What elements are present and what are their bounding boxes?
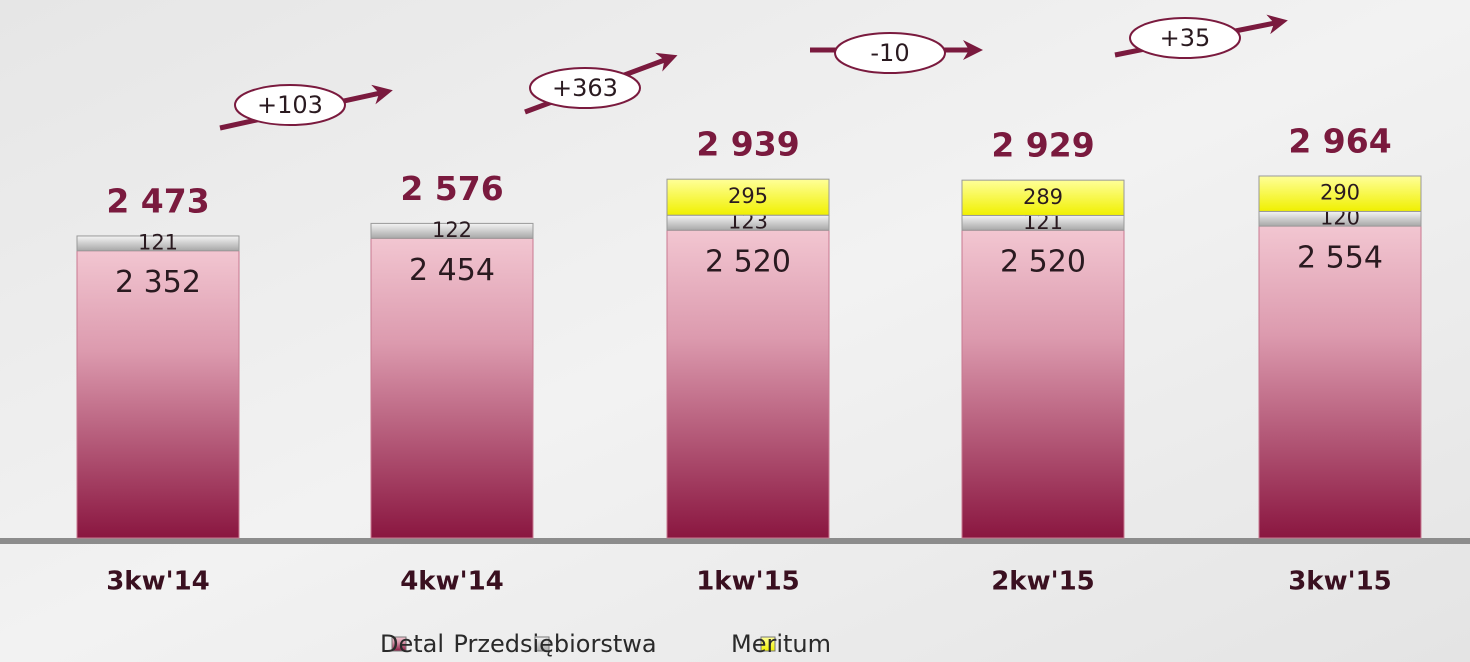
- legend-label: Przedsiębiorstwa: [453, 630, 656, 658]
- change-label: +363: [552, 74, 618, 102]
- value-label: 2 454: [409, 253, 495, 288]
- legend-swatch: [760, 636, 776, 652]
- value-label: 295: [728, 184, 768, 208]
- bar-segment: [961, 229, 1125, 539]
- bar-segment: [370, 237, 534, 539]
- total-label: 2 964: [1288, 122, 1391, 161]
- bar-segment: [1258, 225, 1422, 539]
- value-label: 2 520: [705, 245, 791, 280]
- total-label: 2 939: [696, 125, 799, 164]
- value-label: 2 520: [1000, 245, 1086, 280]
- legend-label: Meritum: [731, 630, 831, 658]
- total-label: 2 473: [106, 181, 209, 220]
- legend-label: Detal: [380, 630, 444, 658]
- change-bubble: [1129, 17, 1241, 59]
- bar-segment: [1258, 175, 1422, 212]
- total-label: 2 576: [400, 169, 503, 208]
- legend-swatch: [534, 636, 550, 652]
- change-bubble: [234, 84, 346, 126]
- value-label: 290: [1320, 181, 1360, 205]
- value-label: 2 554: [1297, 241, 1383, 276]
- bar-segment: [370, 222, 534, 239]
- value-label: 2 352: [115, 265, 201, 300]
- change-label: +35: [1160, 24, 1211, 52]
- x-tick-label: 3kw'15: [1288, 567, 1392, 597]
- change-label: +103: [257, 91, 323, 119]
- x-tick-label: 4kw'14: [400, 567, 504, 597]
- value-label: 122: [432, 218, 472, 242]
- change-bubble: [529, 67, 641, 109]
- baseline: [0, 538, 1470, 544]
- bar-segment: [666, 178, 830, 216]
- total-label: 2 929: [991, 126, 1094, 165]
- change-bubble: [834, 32, 946, 74]
- x-tick-label: 1kw'15: [696, 567, 800, 597]
- bar-segment: [76, 235, 240, 252]
- bar-segment: [961, 179, 1125, 216]
- x-tick-label: 2kw'15: [991, 567, 1095, 597]
- bar-segment: [666, 229, 830, 539]
- change-label: -10: [870, 39, 909, 67]
- value-label: 121: [138, 230, 178, 254]
- legend-swatch: [391, 636, 407, 652]
- value-label: 289: [1023, 185, 1063, 209]
- bar-segment: [76, 250, 240, 539]
- x-tick-label: 3kw'14: [106, 567, 210, 597]
